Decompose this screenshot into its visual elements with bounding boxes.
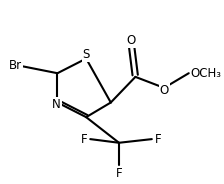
Text: N: N bbox=[52, 98, 61, 111]
Text: S: S bbox=[82, 48, 90, 61]
Text: F: F bbox=[81, 133, 87, 146]
Text: O: O bbox=[159, 84, 169, 97]
Text: F: F bbox=[116, 167, 122, 181]
Text: Br: Br bbox=[9, 59, 22, 72]
Text: OCH₃: OCH₃ bbox=[191, 67, 222, 80]
Text: F: F bbox=[155, 133, 162, 146]
Text: O: O bbox=[127, 34, 136, 47]
